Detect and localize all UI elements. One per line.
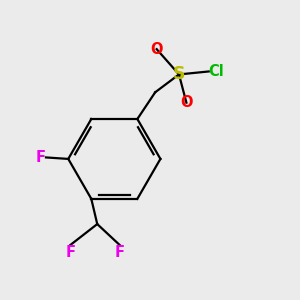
Text: F: F [36, 150, 46, 165]
Text: Cl: Cl [209, 64, 224, 79]
Text: O: O [180, 95, 193, 110]
Text: O: O [150, 42, 163, 57]
Text: S: S [173, 65, 185, 83]
Text: F: F [65, 245, 76, 260]
Text: F: F [115, 245, 124, 260]
